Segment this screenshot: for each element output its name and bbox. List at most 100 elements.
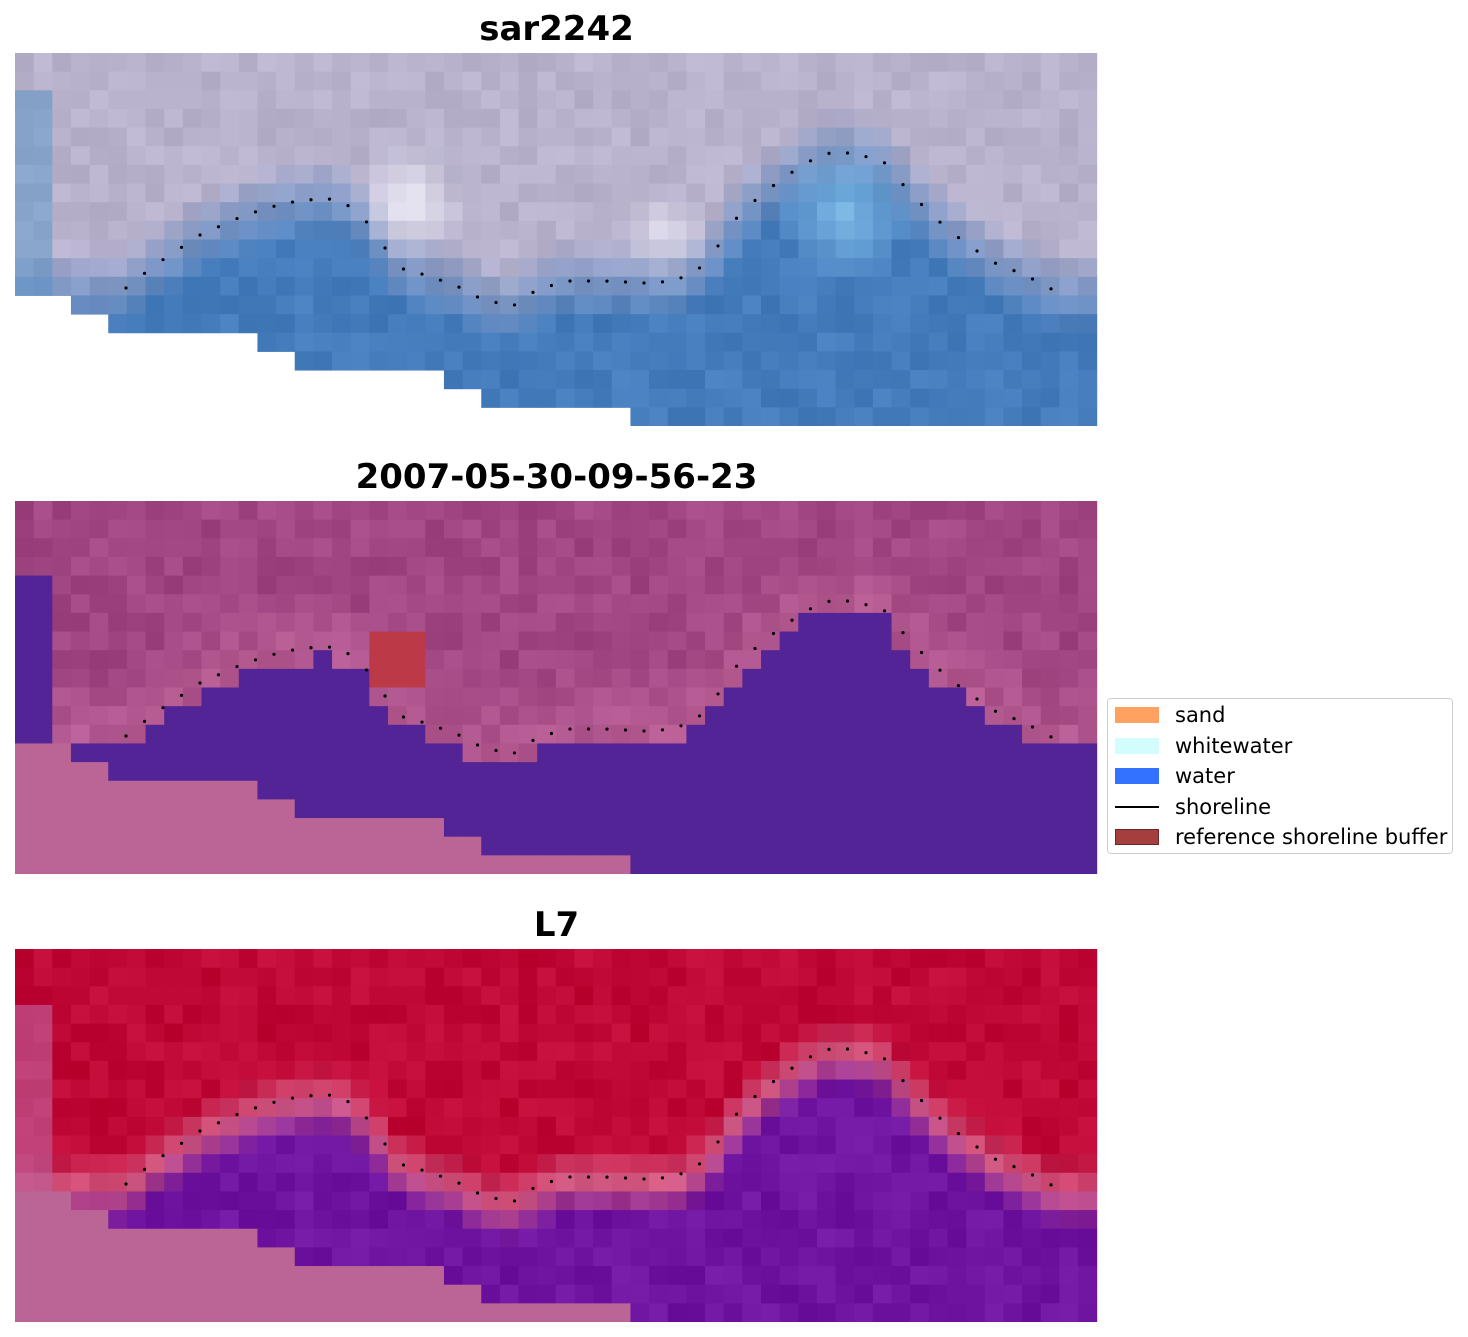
image-pixel	[928, 1004, 948, 1025]
image-pixel	[313, 1060, 333, 1081]
image-pixel	[555, 855, 575, 874]
image-pixel	[872, 1284, 893, 1304]
image-pixel	[1040, 220, 1060, 240]
image-pixel	[145, 650, 165, 670]
image-pixel	[350, 108, 370, 129]
shoreline-point	[531, 738, 535, 742]
image-pixel	[742, 71, 762, 91]
image-pixel	[70, 631, 91, 651]
image-pixel	[630, 71, 650, 91]
image-pixel	[537, 127, 557, 147]
image-pixel	[350, 818, 370, 838]
image-pixel	[966, 202, 986, 222]
image-pixel	[1003, 519, 1023, 539]
image-pixel	[257, 1303, 277, 1322]
image-pixel	[350, 1210, 370, 1230]
image-pixel	[499, 258, 520, 278]
image-pixel	[649, 650, 669, 670]
image-pixel	[388, 1154, 408, 1174]
image-pixel	[891, 612, 911, 633]
image-pixel	[1022, 1023, 1042, 1043]
image-pixel	[369, 556, 389, 577]
image-pixel	[686, 501, 706, 521]
image-pixel	[649, 146, 669, 166]
image-pixel	[518, 668, 538, 688]
shoreline-point	[1012, 269, 1016, 273]
image-pixel	[388, 1116, 408, 1136]
image-pixel	[1022, 202, 1042, 222]
image-pixel	[835, 53, 855, 73]
image-pixel	[854, 1135, 874, 1155]
image-pixel	[928, 1228, 948, 1248]
image-pixel	[742, 1116, 762, 1136]
image-pixel	[369, 90, 389, 110]
image-pixel	[966, 967, 986, 987]
image-pixel	[443, 1060, 464, 1081]
image-pixel	[518, 108, 538, 129]
image-pixel	[1040, 239, 1060, 259]
image-pixel	[70, 780, 91, 800]
image-pixel	[891, 220, 911, 240]
image-pixel	[816, 986, 837, 1006]
image-pixel	[70, 1135, 91, 1155]
image-pixel	[108, 706, 128, 726]
image-pixel	[798, 1023, 818, 1043]
image-pixel	[984, 538, 1004, 558]
image-pixel	[33, 538, 53, 558]
shoreline-point	[198, 681, 202, 685]
image-pixel	[164, 183, 184, 203]
shoreline-point	[401, 1163, 406, 1167]
image-pixel	[761, 855, 781, 874]
image-pixel	[798, 370, 818, 390]
image-pixel	[891, 687, 911, 707]
image-pixel	[443, 1079, 464, 1099]
image-pixel	[499, 762, 520, 782]
image-pixel	[406, 1116, 426, 1136]
image-pixel	[145, 90, 165, 110]
image-pixel	[462, 687, 482, 707]
image-pixel	[182, 631, 202, 651]
image-pixel	[89, 1098, 109, 1118]
image-pixel	[89, 1284, 109, 1304]
image-pixel	[1003, 370, 1023, 390]
image-pixel	[406, 332, 426, 352]
image-pixel	[108, 519, 128, 539]
image-pixel	[928, 258, 948, 278]
reference-buffer-swatch	[1115, 829, 1159, 845]
image-pixel	[649, 90, 669, 110]
image-pixel	[816, 1060, 837, 1081]
image-pixel	[630, 295, 650, 315]
image-pixel	[126, 183, 147, 203]
image-pixel	[220, 90, 240, 110]
image-pixel	[257, 71, 277, 91]
image-pixel	[1022, 53, 1042, 73]
image-pixel	[872, 743, 893, 763]
image-pixel	[891, 836, 911, 856]
image-pixel	[761, 239, 781, 259]
image-pixel	[611, 370, 631, 390]
image-pixel	[723, 724, 743, 744]
image-pixel	[611, 836, 631, 856]
image-pixel	[798, 220, 818, 240]
image-pixel	[742, 501, 762, 521]
image-pixel	[705, 53, 725, 73]
image-pixel	[630, 706, 650, 726]
image-pixel	[1003, 706, 1023, 726]
image-pixel	[257, 1284, 277, 1304]
image-pixel	[238, 276, 258, 296]
image-pixel	[332, 1135, 352, 1155]
image-pixel	[518, 501, 538, 521]
image-pixel	[928, 706, 948, 726]
image-pixel	[1059, 519, 1079, 539]
image-pixel	[126, 276, 147, 296]
image-pixel	[593, 202, 613, 222]
image-pixel	[761, 202, 781, 222]
image-pixel	[406, 239, 426, 259]
image-pixel	[220, 258, 240, 278]
image-pixel	[630, 650, 650, 670]
shoreline-point	[993, 709, 998, 713]
image-pixel	[499, 706, 520, 726]
image-pixel	[481, 855, 501, 874]
image-pixel	[742, 1023, 762, 1043]
image-pixel	[369, 314, 389, 334]
